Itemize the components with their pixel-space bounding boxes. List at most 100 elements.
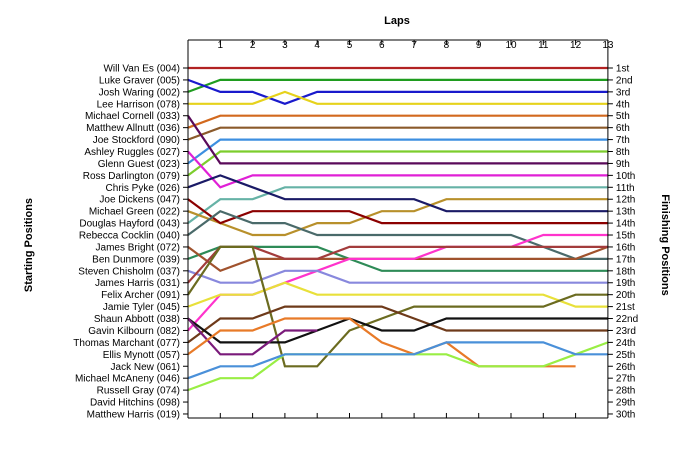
finishing-position-label: 6th (616, 123, 630, 134)
starting-position-label: Douglas Hayford (043) (79, 219, 180, 230)
starting-position-label: Glenn Guest (023) (98, 159, 180, 170)
starting-position-label: Shaun Abbott (038) (94, 314, 180, 325)
series-line-20 (187, 245, 608, 284)
series-line-9 (187, 115, 608, 165)
starting-position-label: David Hitchins (098) (90, 398, 180, 409)
finishing-position-label: 15th (616, 231, 635, 242)
finishing-position-label: 19th (616, 278, 635, 289)
starting-position-label: Chris Pyke (026) (106, 183, 180, 194)
finishing-position-label: 21st (616, 302, 635, 313)
starting-position-label: Lee Harrison (078) (97, 99, 180, 110)
x-tick-label: 4 (314, 40, 320, 51)
x-tick-label: 3 (282, 40, 288, 51)
finishing-position-label: 14th (616, 219, 635, 230)
finishing-position-label: 24th (616, 338, 635, 349)
starting-position-label: Joe Dickens (047) (99, 195, 180, 206)
finishing-position-label: 13th (616, 207, 635, 218)
x-tick-label: 1 (218, 40, 224, 51)
finishing-position-label: 18th (616, 266, 635, 277)
starting-position-label: Ashley Ruggles (027) (84, 147, 180, 158)
starting-position-label: Felix Archer (091) (101, 290, 180, 301)
starting-position-label: Michael McAneny (046) (75, 374, 180, 385)
finishing-position-label: 9th (616, 159, 630, 170)
finishing-position-label: 23rd (616, 326, 636, 337)
finishing-position-label: 7th (616, 135, 630, 146)
starting-position-label: Michael Green (022) (89, 207, 180, 218)
series-line-21 (187, 281, 608, 308)
starting-position-label: Matthew Harris (019) (87, 409, 180, 420)
x-tick-label: 6 (379, 40, 385, 51)
starting-position-label: Ben Dunmore (039) (92, 254, 180, 265)
x-axis-title: Laps (384, 15, 410, 27)
x-tick-label: 9 (476, 40, 482, 51)
starting-position-label: Gavin Kilbourn (082) (88, 326, 180, 337)
finishing-position-label: 29th (616, 398, 635, 409)
finishing-position-label: 22nd (616, 314, 638, 325)
finishing-position-label: 5th (616, 111, 630, 122)
series-line-7 (187, 138, 608, 165)
series-line-4 (188, 90, 608, 105)
starting-position-label: Rebecca Cocklin (040) (79, 231, 180, 242)
starting-position-label: Michael Cornell (033) (85, 111, 180, 122)
series-line-10 (187, 150, 608, 189)
finishing-position-label: 8th (616, 147, 630, 158)
series-line-11 (187, 186, 608, 224)
starting-position-label: Russell Gray (074) (97, 386, 180, 397)
series-line-2 (187, 78, 608, 93)
right-axis-title: Finishing Positions (659, 194, 671, 295)
finishing-position-label: 20th (616, 290, 635, 301)
starting-position-label: Matthew Allnutt (036) (86, 123, 180, 134)
series-line-19 (187, 269, 608, 284)
x-tick-label: 8 (444, 40, 450, 51)
series-line-28 (187, 341, 608, 380)
finishing-position-label: 12th (616, 195, 635, 206)
starting-position-label: Jack New (061) (111, 362, 180, 373)
series-line-14 (187, 198, 608, 225)
finishing-position-label: 30th (616, 409, 635, 420)
finishing-position-label: 28th (616, 386, 635, 397)
finishing-position-label: 25th (616, 350, 635, 361)
series-line-25 (187, 317, 318, 356)
starting-position-label: Luke Graver (005) (99, 75, 180, 86)
finishing-position-label: 11th (616, 183, 635, 194)
series-line-24 (187, 317, 608, 344)
x-tick-label: 10 (505, 40, 517, 51)
starting-position-label: Will Van Es (004) (103, 64, 180, 75)
starting-position-label: James Harris (031) (95, 278, 180, 289)
starting-position-label: Joe Stockford (090) (93, 135, 180, 146)
finishing-position-label: 17th (616, 254, 635, 265)
starting-position-label: Josh Waring (002) (99, 87, 180, 98)
finishing-position-label: 2nd (616, 75, 633, 86)
x-tick-label: 12 (570, 40, 582, 51)
starting-position-label: Thomas Marchant (077) (73, 338, 180, 349)
starting-position-label: James Bright (072) (96, 242, 180, 253)
x-tick-label: 7 (411, 40, 417, 51)
finishing-position-label: 26th (616, 362, 635, 373)
finishing-position-label: 16th (616, 242, 635, 253)
x-tick-label: 13 (602, 40, 614, 51)
series-line-3 (187, 78, 608, 105)
series-line-23 (187, 305, 608, 344)
series-line-15 (187, 209, 608, 260)
starting-position-label: Jamie Tyler (045) (103, 302, 180, 313)
starting-position-label: Ross Darlington (079) (83, 171, 180, 182)
x-tick-label: 11 (538, 40, 549, 51)
series-line-16 (187, 245, 608, 272)
series-line-13 (187, 174, 608, 213)
starting-position-label: Steven Chisholm (037) (78, 266, 180, 277)
left-axis-title: Starting Positions (23, 198, 35, 292)
finishing-position-label: 1st (616, 64, 630, 75)
finishing-position-label: 10th (616, 171, 635, 182)
finishing-position-label: 4th (616, 99, 630, 110)
series-line-6 (187, 126, 608, 141)
finishing-position-label: 3rd (616, 87, 630, 98)
finishing-position-label: 27th (616, 374, 635, 385)
x-tick-label: 5 (347, 40, 353, 51)
series-line-5 (187, 114, 608, 129)
starting-position-label: Ellis Mynott (057) (103, 350, 180, 361)
series-line-12 (187, 198, 608, 237)
series-line-8 (187, 150, 608, 177)
x-tick-label: 2 (250, 40, 256, 51)
